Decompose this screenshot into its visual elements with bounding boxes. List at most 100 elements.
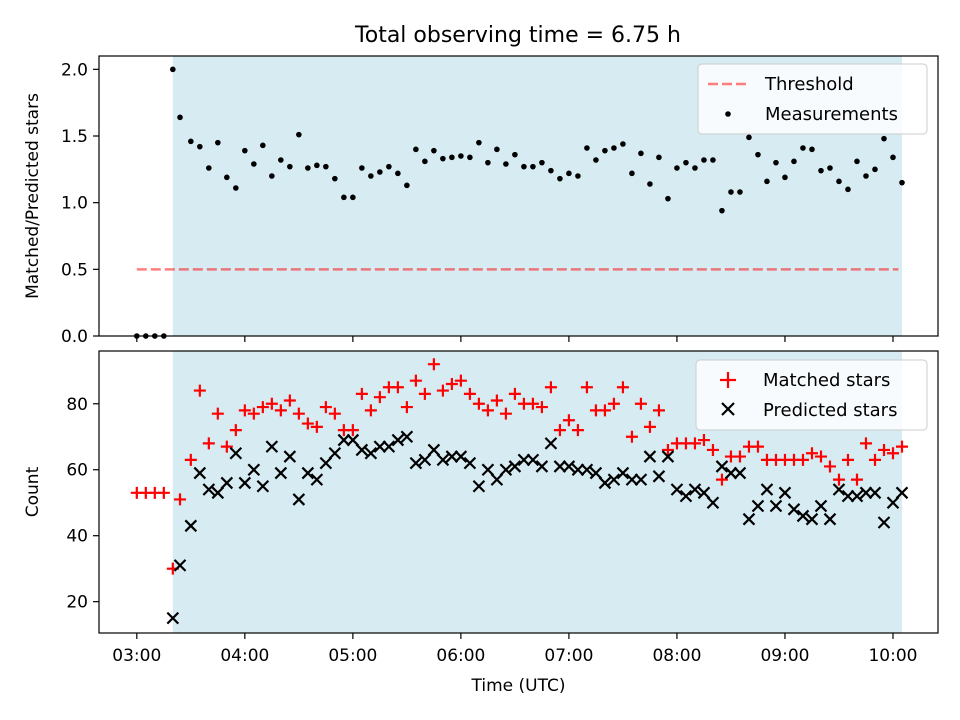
point-predicted-stars [517,453,531,467]
point-matched-stars [895,440,908,453]
point-measurements [836,178,842,185]
point-measurements [449,154,455,161]
point-matched-stars [535,401,548,414]
point-measurements [251,161,257,167]
point-matched-stars [319,401,332,414]
point-matched-stars [634,397,647,410]
point-predicted-stars [580,463,594,477]
point-predicted-stars [274,466,288,480]
point-predicted-stars [247,463,261,477]
point-measurements [584,145,590,151]
point-measurements [602,147,608,154]
y-tick-label: 1.0 [61,194,88,214]
point-measurements [359,165,365,171]
point-measurements [638,150,644,157]
point-matched-stars [472,397,485,410]
point-predicted-stars [787,503,801,516]
point-measurements [377,169,383,175]
point-matched-stars [202,437,215,450]
point-matched-stars [526,397,539,410]
point-predicted-stars [310,473,324,486]
top-legend: Threshold Measurements [697,63,928,135]
point-predicted-stars [211,486,225,500]
x-tick-label: 09:00 [760,646,809,666]
point-measurements [458,153,464,159]
point-predicted-stars [463,456,477,470]
point-measurements [773,159,779,166]
measurements-legend-marker [725,111,731,117]
point-predicted-stars [265,440,279,453]
point-matched-stars [463,387,476,400]
point-measurements [890,154,896,161]
y-tick-label: 2.0 [61,60,88,80]
point-predicted-stars [409,456,423,470]
point-measurements [557,175,563,182]
y-tick-label: 80 [66,395,88,415]
predicted-legend-marker [721,402,735,416]
point-predicted-stars [751,499,765,513]
point-matched-stars [751,440,764,453]
point-predicted-stars [391,433,405,447]
point-measurements [296,131,302,138]
point-measurements [368,173,374,179]
point-matched-stars [868,453,881,466]
point-matched-stars [373,391,386,404]
point-matched-stars [850,473,863,486]
point-predicted-stars [346,433,360,447]
point-measurements [287,163,293,170]
point-matched-stars [796,453,809,466]
point-measurements [800,145,806,151]
point-measurements [539,159,545,166]
point-matched-stars [715,473,728,486]
point-matched-stars [283,394,296,407]
point-predicted-stars [490,473,504,486]
point-predicted-stars [796,509,810,523]
point-predicted-stars [805,512,819,526]
point-matched-stars [616,381,629,394]
point-predicted-stars [706,496,720,509]
point-matched-stars [562,414,575,427]
point-predicted-stars [337,433,351,447]
point-measurements [611,145,617,151]
y-tick-label: 40 [66,527,88,547]
point-predicted-stars [814,499,828,513]
point-matched-stars [841,453,854,466]
point-measurements [863,173,869,179]
point-matched-stars [364,404,377,417]
point-measurements [467,154,473,161]
point-predicted-stars [724,466,738,480]
point-matched-stars [823,460,836,473]
point-measurements [233,185,239,191]
point-matched-stars [436,384,449,397]
point-measurements [530,163,536,170]
y-tick-label: 60 [66,461,88,481]
point-matched-stars [301,417,314,430]
point-measurements [341,194,347,201]
point-measurements [548,167,554,174]
point-measurements [566,170,572,177]
point-predicted-stars [364,446,378,460]
point-matched-stars [220,440,233,453]
point-predicted-stars [229,446,243,460]
point-matched-stars [652,404,665,417]
point-predicted-stars [166,611,180,625]
point-predicted-stars [877,516,891,529]
point-matched-stars [481,404,494,417]
point-predicted-stars [283,450,297,463]
x-tick-label: 05:00 [328,646,377,666]
point-predicted-stars [193,466,207,480]
point-measurements [845,186,851,193]
matched-legend-marker [720,372,736,388]
point-matched-stars [400,401,413,414]
bottom-legend: Matched stars Predicted stars [695,359,928,431]
point-predicted-stars [832,483,846,496]
point-measurements [521,163,527,170]
point-measurements [710,157,716,163]
point-predicted-stars [688,483,702,496]
point-measurements [314,162,320,169]
point-predicted-stars [634,473,648,486]
point-measurements [224,174,230,181]
point-matched-stars [454,374,467,387]
point-matched-stars [580,381,593,394]
